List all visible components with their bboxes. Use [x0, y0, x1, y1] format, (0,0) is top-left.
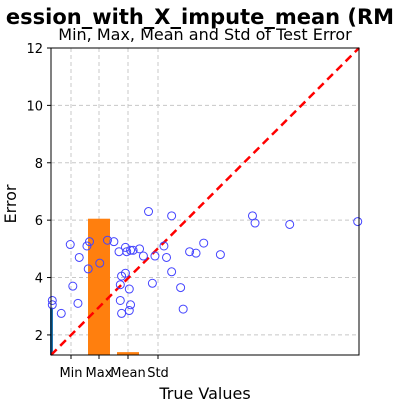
- scatter-point: [151, 252, 159, 260]
- scatter-point: [168, 212, 176, 220]
- scatter-point: [168, 268, 176, 276]
- scatter-point: [286, 220, 294, 228]
- bar-max: [88, 219, 110, 355]
- x-tick-label: Max: [86, 366, 113, 381]
- scatter-point: [145, 208, 153, 216]
- scatter-point: [139, 252, 147, 260]
- scatter-point: [69, 282, 77, 290]
- scatter-point: [66, 241, 74, 249]
- y-tick-label: 2: [35, 329, 43, 344]
- scatter-point: [354, 218, 362, 226]
- scatter-point: [179, 305, 187, 313]
- y-tick-label: 10: [26, 99, 43, 114]
- scatter-point: [125, 307, 133, 315]
- x-axis-label: True Values: [158, 384, 250, 400]
- x-tick-label: Std: [147, 366, 169, 381]
- scatter-point: [57, 309, 65, 317]
- scatter-point: [125, 285, 133, 293]
- scatter-point: [177, 284, 185, 292]
- y-axis-ticks: 2 4 6 8 10 12: [26, 42, 51, 344]
- scatter-point: [75, 253, 83, 261]
- reference-line: [51, 48, 359, 355]
- scatter-point: [148, 279, 156, 287]
- y-axis-label: Error: [1, 184, 20, 223]
- scatter-point: [216, 251, 224, 259]
- scatter-point: [200, 239, 208, 247]
- y-tick-label: 4: [35, 272, 43, 287]
- x-tick-label: Mean: [110, 366, 145, 381]
- x-tick-label: Min: [59, 366, 82, 381]
- reference-line-group: [51, 48, 359, 355]
- chart-title: Min, Max, Mean and Std of Test Error: [58, 25, 352, 44]
- y-tick-label: 6: [35, 214, 43, 229]
- scatter-point: [163, 253, 171, 261]
- scatter-point: [127, 301, 135, 309]
- scatter-point: [74, 299, 82, 307]
- scatter-point: [118, 309, 126, 317]
- y-tick-label: 8: [35, 157, 43, 172]
- scatter-point: [116, 296, 124, 304]
- y-tick-label: 12: [26, 42, 43, 57]
